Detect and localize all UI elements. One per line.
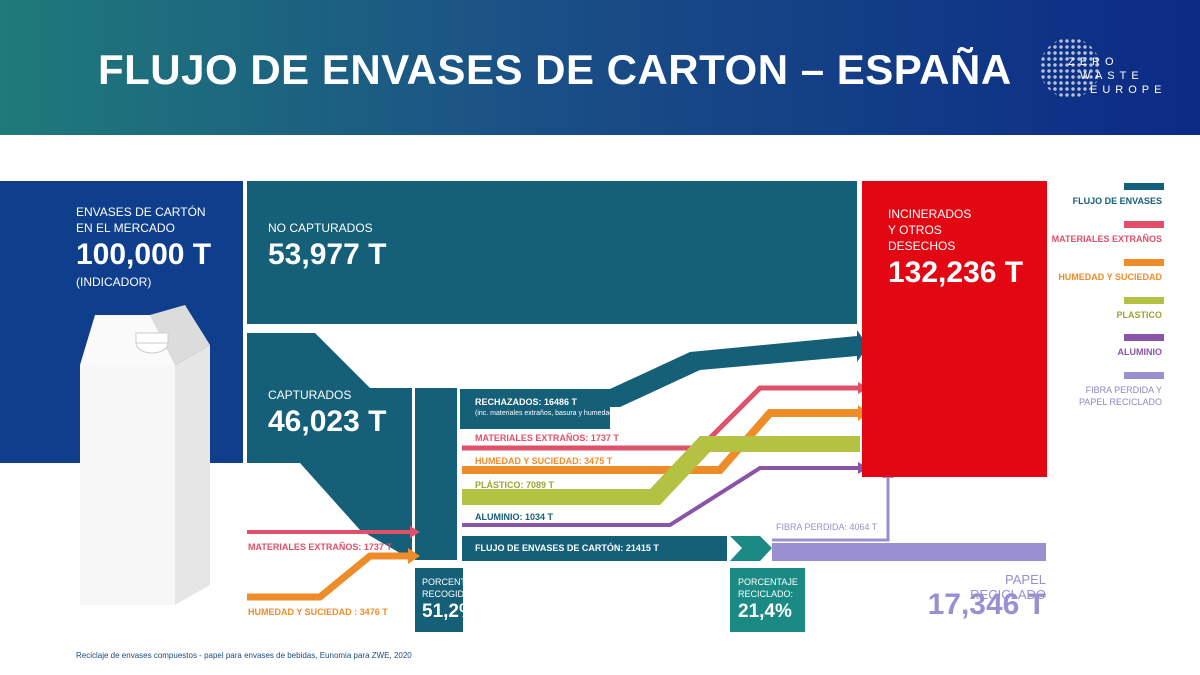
market-label-2: EN EL MERCADO (76, 221, 175, 235)
legend-swatch-materiales (1124, 221, 1164, 228)
rechazados-note: (inc. materiales extraños, basura y hume… (475, 410, 616, 417)
reciclado-label-2: RECICLADO: (738, 589, 794, 599)
papel-reciclado-flow (772, 543, 1046, 561)
recogido-value: 51,2% (422, 601, 476, 622)
input-humedad-arrow (408, 548, 420, 564)
input-materiales-arrow (410, 526, 420, 538)
legend-label-aluminio: ALUMINIO (1117, 347, 1163, 357)
incinerados-label-2: Y OTROS (888, 223, 942, 237)
no-capturados-band (247, 181, 857, 324)
legend-label-fibra-1: FIBRA PERDIDA Y (1085, 385, 1162, 395)
incinerados-label-1: INCINERADOS (888, 207, 972, 221)
legend-swatch-fibra (1124, 372, 1164, 379)
zero-waste-europe-logo: ZERO WASTE EUROPE (1040, 38, 1170, 108)
logo-line1: ZERO (1068, 56, 1119, 68)
header-banner: FLUJO DE ENVASES DE CARTON – ESPAÑA ZERO… (0, 0, 1200, 135)
legend-swatch-plastico (1124, 297, 1164, 304)
no-capturados-value: 53,977 T (268, 238, 387, 271)
input-humedad-label: HUMEDAD Y SUCIEDAD : 3476 T (248, 607, 388, 617)
legend-swatch-humedad (1124, 259, 1164, 266)
logo-line2: WASTE (1080, 70, 1144, 82)
legend-swatch-aluminio (1124, 334, 1164, 341)
market-value: 100,000 T (76, 238, 212, 271)
recogido-box (415, 568, 463, 632)
legend-label-fibra-2: PAPEL RECICLADO (1078, 397, 1162, 407)
logo-dots-icon (1040, 38, 1100, 98)
no-capturados-label: NO CAPTURADOS (268, 221, 373, 235)
aluminio-label: ALUMINIO: 1034 T (475, 512, 554, 522)
legend-label-materiales: MATERIALES EXTRAÑOS (1051, 234, 1162, 244)
rechazados-label: RECHAZADOS: 16486 T (475, 397, 578, 407)
legend-label-plastico: PLASTICO (1116, 310, 1162, 320)
rechazados-base (460, 389, 610, 429)
recogido-label-1: PORCENTAJE (422, 577, 482, 587)
input-humedad-flow (247, 552, 410, 601)
humedad-label: HUMEDAD Y SUCIEDAD: 3475 T (475, 456, 613, 466)
envases-label: FLUJO DE ENVASES DE CARTÓN: 21415 T (475, 543, 659, 553)
legend-swatch-flujo (1124, 183, 1164, 190)
legend-label-flujo: FLUJO DE ENVASES (1072, 196, 1162, 206)
materiales-label: MATERIALES EXTRAÑOS: 1737 T (475, 433, 619, 443)
capturados-band (247, 333, 412, 560)
capturados-value: 46,023 T (268, 405, 387, 438)
input-materiales-label: MATERIALES EXTRAÑOS: 1737 T (248, 542, 392, 552)
milk-carton-image (70, 305, 210, 610)
logo-line3: EUROPE (1090, 84, 1167, 96)
legend-label-humedad: HUMEDAD Y SUCIEDAD (1058, 272, 1162, 282)
envases-flow (462, 536, 727, 561)
papel-label: PAPEL RECICLADO (970, 572, 1046, 602)
papel-value: 17,346 T (927, 588, 1046, 621)
market-note: (INDICADOR) (76, 275, 152, 289)
materiales-flow (462, 385, 860, 451)
recogido-label-2: RECOGIDO: (422, 589, 474, 599)
source-note: Reciclaje de envases compuestos - papel … (76, 651, 412, 660)
reciclado-value: 21,4% (738, 601, 792, 622)
collection-column (415, 388, 457, 560)
recycling-node (730, 536, 772, 561)
fibra-label: FIBRA PERDIDA: 4064 T (776, 522, 878, 532)
fibra-flow (772, 475, 890, 542)
reciclado-box (730, 568, 805, 632)
capturados-label: CAPTURADOS (268, 388, 352, 402)
market-label-1: ENVASES DE CARTÓN (76, 205, 206, 219)
incinerados-label-3: DESECHOS (888, 239, 956, 253)
page-title: FLUJO DE ENVASES DE CARTON – ESPAÑA (98, 46, 1012, 93)
plastico-label: PLÁSTICO: 7089 T (475, 480, 555, 490)
incinerados-value: 132,236 T (888, 256, 1024, 289)
reciclado-label-1: PORCENTAJE (738, 577, 798, 587)
aluminio-flow (462, 466, 860, 527)
plastico-flow (462, 436, 860, 505)
incinerados-block (862, 181, 1047, 477)
